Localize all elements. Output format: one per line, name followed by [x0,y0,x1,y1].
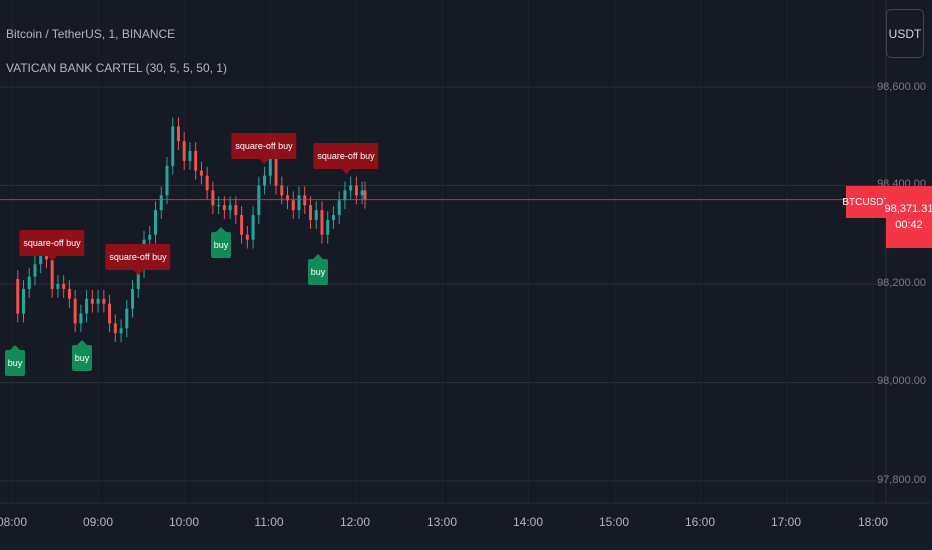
time-axis-label: 12:00 [339,515,371,529]
price-axis-label: 98,600.00 [877,81,926,93]
candle-body [337,200,341,216]
candle-body [205,175,209,191]
time-axis-label: 11:00 [254,515,284,529]
price-axis-label: 98,200.00 [877,277,926,289]
candle-body [251,215,255,240]
time-axis-label: 13:00 [426,515,458,529]
candle-body [56,284,60,289]
time-axis-label: 09:00 [82,515,114,529]
candle-body [50,259,54,289]
candle-body [90,298,94,304]
candle-body [67,288,71,299]
candle-body [108,303,112,324]
candle-body [119,328,123,334]
candle-body [16,279,20,314]
candle-body [240,215,244,235]
candle-body [33,264,37,277]
time-axis-label: 08:00 [0,515,28,529]
candle-body [113,323,117,334]
candle-body [314,210,318,220]
candle-body [39,249,43,265]
candle-body [79,313,83,324]
candle-body [286,195,290,201]
candle-body [268,155,272,176]
last-price-tag: 98,371.31 00:42 [884,186,932,248]
candle-body [154,210,157,235]
candle-body [211,190,215,206]
candle-body [363,190,367,200]
candle-body [159,195,163,211]
buy-signal: buy [5,345,25,376]
candle-body [308,205,312,220]
time-axis-label: 10:00 [168,515,200,529]
square-off-buy-signal: square-off buy [105,244,171,275]
time-axis-label: 16:00 [684,515,716,529]
buy-signal: buy [211,227,231,258]
candle-body [297,195,301,211]
candle-body [148,234,152,240]
candle-body [217,205,221,207]
square-off-buy-signal: square-off buy [231,133,297,164]
candle-body [228,205,232,211]
candle-body [360,190,364,196]
bar-countdown: 00:42 [895,219,923,231]
currency-button[interactable]: USDT [886,9,924,58]
candle-body [136,269,140,289]
candle-body [257,185,261,216]
candle-body [131,288,135,309]
candle-body [303,195,307,206]
candle-body [343,190,347,201]
symbol-legend[interactable]: Bitcoin / TetherUS, 1, BINANCE [6,27,176,41]
buy-signal: buy [72,340,92,371]
candle-body [320,210,324,235]
candle-body [331,215,335,220]
last-price-value: 98,371.31 [884,203,932,215]
candle-body [263,175,267,186]
candle-body [102,298,106,304]
square-off-buy-signal: square-off buy [313,143,379,174]
candle-body [222,205,226,211]
candle-body [125,308,129,329]
indicator-legend[interactable]: VATICAN BANK CARTEL (30, 5, 5, 50, 1) [6,61,227,75]
time-axis-label: 14:00 [512,515,544,529]
candle-body [21,288,25,314]
candle-body [62,284,66,289]
candle-body [280,185,284,196]
candle-body [188,151,192,161]
buy-signal: buy [308,254,328,285]
candle-body [194,151,198,171]
price-axis-label: 98,000.00 [877,375,926,387]
candle-body [245,234,249,240]
candle-body [349,185,353,191]
candle-body [326,219,330,235]
square-off-buy-signal: square-off buy [19,230,85,261]
candle-body [176,126,180,142]
time-axis-label: 15:00 [598,515,630,529]
candle-body [199,170,203,176]
time-axis-label: 18:00 [857,515,889,529]
candle-body [354,185,358,196]
time-axis-label: 17:00 [770,515,802,529]
candle-body [96,298,100,304]
candle-body [291,200,295,211]
candle-body [165,165,169,196]
candle-body [27,276,31,289]
price-axis-label: 97,800.00 [877,474,926,486]
candle-body [274,155,278,186]
symbol-price-tag: BTCUSDT [842,186,890,218]
candle-body [73,298,77,324]
candle-body [85,298,89,314]
candle-body [234,205,238,216]
candle-body [171,126,175,166]
candle-body [182,141,186,161]
